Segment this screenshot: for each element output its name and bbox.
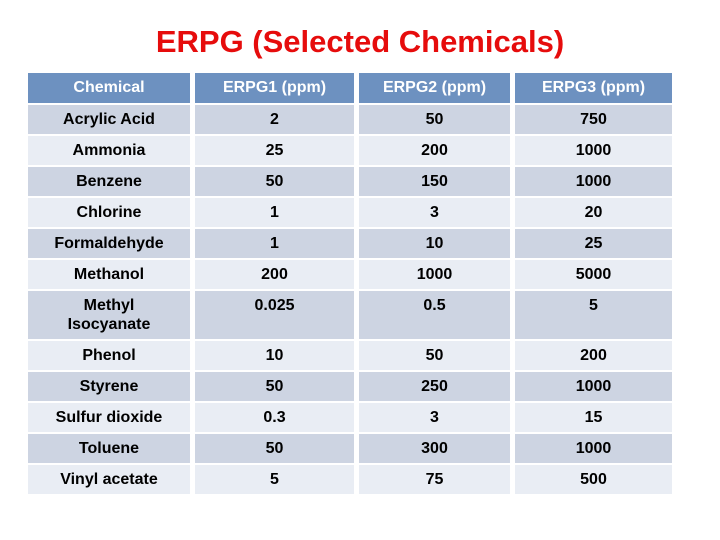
erpg3-value: 1000 <box>515 136 672 165</box>
table-row: Benzene 50 150 1000 <box>28 167 672 196</box>
chemical-name: Methanol <box>28 260 190 289</box>
erpg3-value: 1000 <box>515 372 672 401</box>
table-row: Vinyl acetate 5 75 500 <box>28 465 672 494</box>
erpg3-value: 1000 <box>515 167 672 196</box>
erpg2-value: 200 <box>359 136 510 165</box>
erpg1-value: 0.3 <box>195 403 354 432</box>
chemical-name: Methyl Isocyanate <box>28 291 190 339</box>
erpg2-value: 3 <box>359 198 510 227</box>
chemical-name: Formaldehyde <box>28 229 190 258</box>
erpg1-value: 0.025 <box>195 291 354 339</box>
chemical-name: Benzene <box>28 167 190 196</box>
table-row: Styrene 50 250 1000 <box>28 372 672 401</box>
erpg1-value: 10 <box>195 341 354 370</box>
column-header-erpg2: ERPG2 (ppm) <box>359 73 510 103</box>
table-row: Methyl Isocyanate 0.025 0.5 5 <box>28 291 672 339</box>
chemical-name: Ammonia <box>28 136 190 165</box>
erpg2-value: 50 <box>359 105 510 134</box>
column-header-erpg1: ERPG1 (ppm) <box>195 73 354 103</box>
table-row: Phenol 10 50 200 <box>28 341 672 370</box>
table-row: Chlorine 1 3 20 <box>28 198 672 227</box>
erpg2-value: 75 <box>359 465 510 494</box>
erpg2-value: 50 <box>359 341 510 370</box>
erpg2-value: 250 <box>359 372 510 401</box>
page-title: ERPG (Selected Chemicals) <box>155 24 565 59</box>
erpg3-value: 20 <box>515 198 672 227</box>
chemical-name: Toluene <box>28 434 190 463</box>
erpg1-value: 5 <box>195 465 354 494</box>
table-row: Ammonia 25 200 1000 <box>28 136 672 165</box>
erpg1-value: 50 <box>195 167 354 196</box>
erpg2-value: 150 <box>359 167 510 196</box>
erpg1-value: 1 <box>195 229 354 258</box>
erpg2-value: 3 <box>359 403 510 432</box>
table-row: Methanol 200 1000 5000 <box>28 260 672 289</box>
erpg1-value: 1 <box>195 198 354 227</box>
column-header-chemical: Chemical <box>28 73 190 103</box>
table-row: Toluene 50 300 1000 <box>28 434 672 463</box>
chemicals-table: Chemical ERPG1 (ppm) ERPG2 (ppm) ERPG3 (… <box>23 71 677 496</box>
erpg1-value: 2 <box>195 105 354 134</box>
erpg1-value: 25 <box>195 136 354 165</box>
erpg3-value: 1000 <box>515 434 672 463</box>
erpg1-value: 50 <box>195 434 354 463</box>
erpg2-value: 1000 <box>359 260 510 289</box>
erpg3-value: 5000 <box>515 260 672 289</box>
chemical-name: Chlorine <box>28 198 190 227</box>
erpg1-value: 200 <box>195 260 354 289</box>
table-row: Formaldehyde 1 10 25 <box>28 229 672 258</box>
chemical-name: Vinyl acetate <box>28 465 190 494</box>
chemical-name: Styrene <box>28 372 190 401</box>
table-row: Sulfur dioxide 0.3 3 15 <box>28 403 672 432</box>
erpg2-value: 10 <box>359 229 510 258</box>
erpg3-value: 25 <box>515 229 672 258</box>
erpg3-value: 750 <box>515 105 672 134</box>
erpg2-value: 300 <box>359 434 510 463</box>
erpg3-value: 200 <box>515 341 672 370</box>
chemical-name: Phenol <box>28 341 190 370</box>
erpg2-value: 0.5 <box>359 291 510 339</box>
chemical-name: Acrylic Acid <box>28 105 190 134</box>
erpg3-value: 500 <box>515 465 672 494</box>
table-row: Acrylic Acid 2 50 750 <box>28 105 672 134</box>
chemical-name: Sulfur dioxide <box>28 403 190 432</box>
erpg3-value: 15 <box>515 403 672 432</box>
table-header-row: Chemical ERPG1 (ppm) ERPG2 (ppm) ERPG3 (… <box>28 73 672 103</box>
erpg3-value: 5 <box>515 291 672 339</box>
erpg1-value: 50 <box>195 372 354 401</box>
column-header-erpg3: ERPG3 (ppm) <box>515 73 672 103</box>
